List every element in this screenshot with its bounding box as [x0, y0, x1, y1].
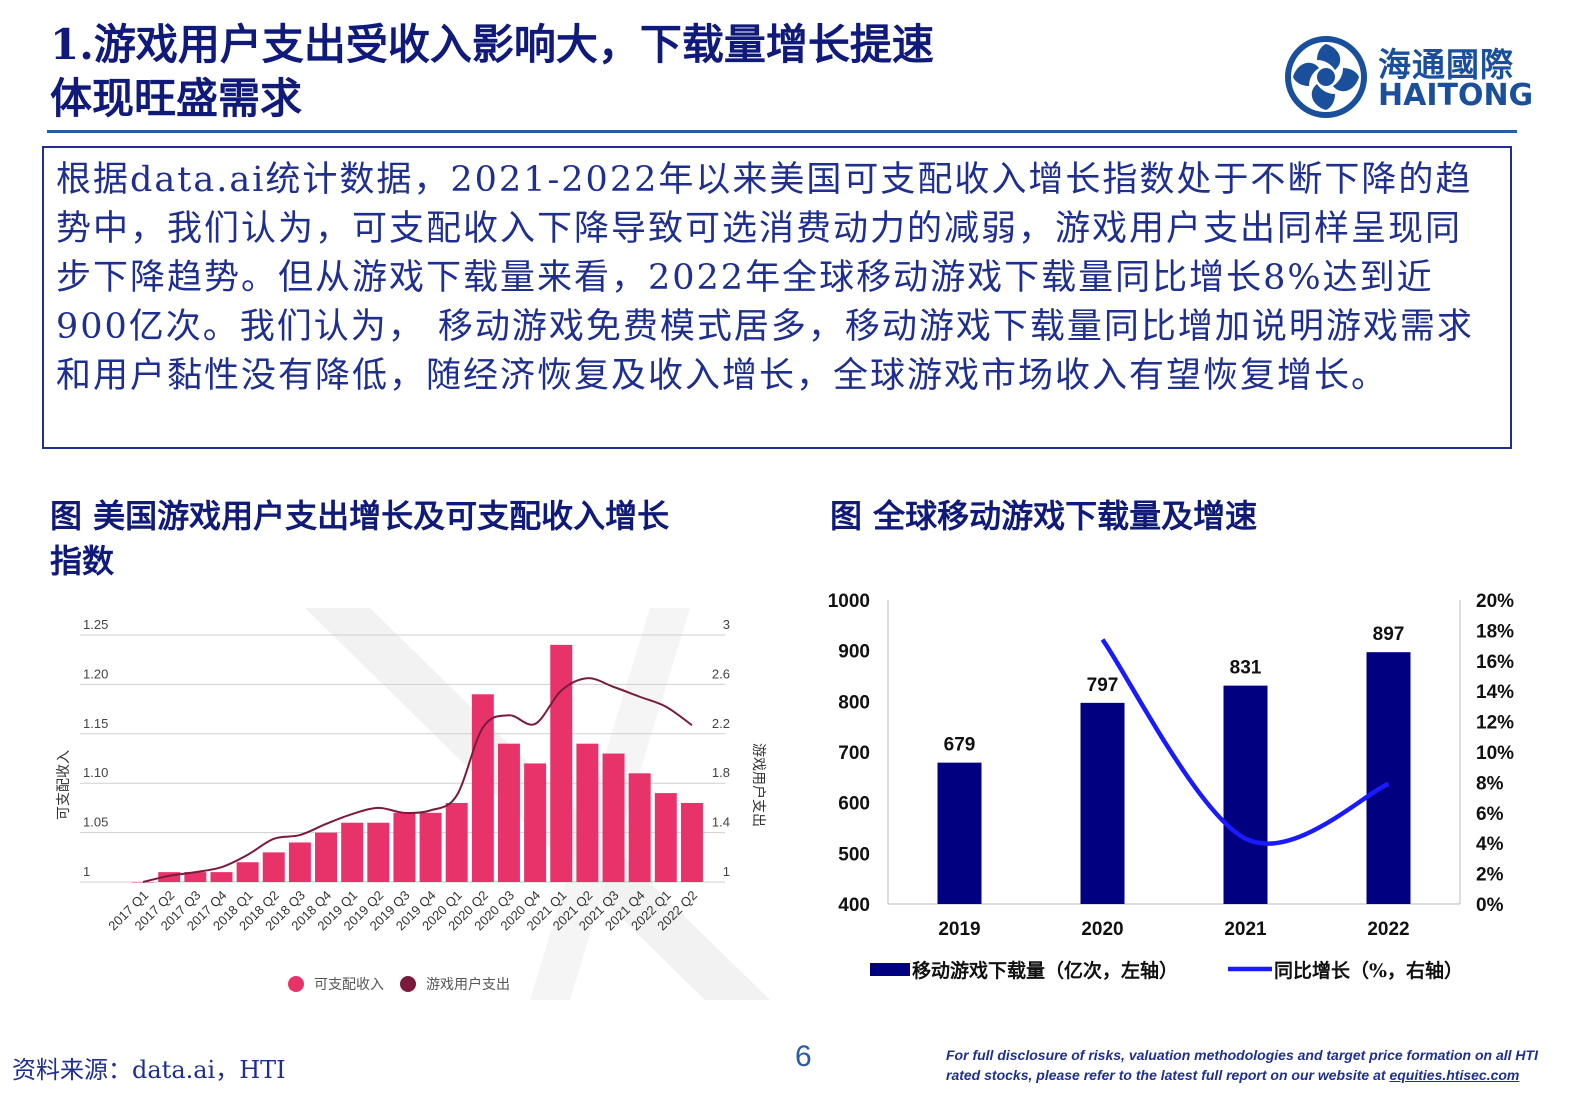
right-chart-caption: 图 全球移动游戏下载量及增速 [830, 497, 1258, 535]
right-chart-plot: 400 500 600 700 800 900 1000 0% 2% 4% 6% 8% 10% 12% 14… [828, 591, 1514, 982]
bar-disposable-income [550, 644, 573, 882]
legend-label-yoy-growth: 同比增长（%，右轴） [1274, 959, 1463, 982]
line-game-spending [142, 677, 693, 883]
y-left-tick-label: 700 [838, 743, 870, 764]
line-yoy-growth [1100, 638, 1390, 846]
y-right-tick-label: 1 [723, 864, 730, 879]
disclaimer: For full disclosure of risks, valuation … [946, 1045, 1576, 1085]
y-right-tick-label: 2% [1476, 865, 1504, 886]
bar-downloads [937, 762, 982, 904]
bar-downloads [1080, 702, 1125, 904]
y-right-tick-label: 0% [1476, 895, 1504, 916]
bar-disposable-income [654, 793, 677, 882]
left-chart-caption: 图 美国游戏用户支出增长及可支配收入增长 指数 [50, 494, 669, 584]
bar-data-label: 679 [944, 735, 976, 756]
page-title: 1.游戏用户支出受收入影响大，下载量增长提速 体现旺盛需求 [50, 18, 1230, 126]
bar-disposable-income [262, 852, 285, 882]
bar-disposable-income [210, 872, 233, 882]
bar-disposable-income [628, 773, 651, 882]
bar-disposable-income [680, 802, 703, 882]
page-number: 6 [795, 1040, 812, 1073]
y-right-tick-label: 16% [1476, 652, 1514, 673]
left-chart-caption-line1: 图 美国游戏用户支出增长及可支配收入增长 [50, 497, 670, 535]
y-left-tick-label: 1.15 [83, 716, 108, 731]
haitong-emblem-icon [1285, 36, 1367, 118]
y-left-tick-label: 600 [838, 794, 870, 815]
bar-disposable-income [393, 812, 416, 882]
y-right-tick-label: 4% [1476, 834, 1504, 855]
legend-label-disposable-income: 可支配收入 [314, 977, 384, 993]
y-right-tick-label: 14% [1476, 682, 1514, 703]
legend-swatch-downloads [870, 963, 910, 976]
us-spending-income-svg: 1 1.05 1.10 1.15 1.20 1.25 1 1.4 1.8 2.2 2.6 3 可支配收入… [56, 608, 770, 1000]
bar-data-label: 797 [1087, 675, 1119, 696]
bar-disposable-income [576, 743, 599, 882]
y-right-axis-label: 游戏用户支出 [750, 743, 767, 827]
bar-disposable-income [367, 822, 390, 882]
x-tick-label: 2022 [1367, 919, 1409, 940]
bar-disposable-income [419, 812, 442, 882]
bar-disposable-income [602, 753, 625, 882]
disclaimer-text: For full disclosure of risks, valuation … [946, 1047, 1538, 1083]
mobile-game-downloads-chart: 400 500 600 700 800 900 1000 0% 2% 4% 6% 8% 10% 12% 14… [810, 580, 1550, 1000]
page-title-line1: 1.游戏用户支出受收入影响大，下载量增长提速 [50, 20, 934, 69]
logo-text-cn: 海通國際 [1378, 45, 1514, 84]
mobile-game-downloads-svg: 400 500 600 700 800 900 1000 0% 2% 4% 6% 8% 10% 12% 14… [828, 591, 1514, 982]
title-divider [47, 130, 1517, 133]
bar-disposable-income [158, 872, 181, 882]
source-note: 资料来源：data.ai，HTI [12, 1056, 286, 1084]
y-left-axis-label: 可支配收入 [56, 750, 72, 820]
bar-disposable-income [445, 802, 468, 882]
x-tick-label: 2021 [1224, 919, 1267, 940]
y-right-tick-label: 3 [723, 617, 730, 632]
bar-disposable-income [471, 694, 494, 882]
bar-downloads [1366, 652, 1411, 904]
y-right-tick-label: 1.4 [712, 815, 730, 830]
legend-swatch-disposable-income [288, 976, 304, 992]
y-right-tick-label: 2.2 [712, 716, 730, 731]
website-link[interactable]: equities.htisec.com [1389, 1067, 1520, 1083]
y-right-tick-label: 8% [1476, 773, 1504, 794]
y-right-tick-label: 2.6 [712, 666, 730, 681]
bar-data-label: 831 [1230, 658, 1262, 679]
bar-disposable-income [184, 872, 207, 882]
legend-swatch-game-spending [400, 976, 416, 992]
y-left-tick-label: 400 [838, 895, 870, 916]
y-right-tick-label: 6% [1476, 804, 1504, 825]
y-left-tick-label: 1.10 [83, 765, 108, 780]
summary-box: 根据data.ai统计数据，2021-2022年以来美国可支配收入增长指数处于不… [42, 146, 1512, 449]
legend-label-game-spending: 游戏用户支出 [426, 976, 510, 993]
y-right-tick-label: 18% [1476, 621, 1514, 642]
y-left-tick-label: 1.25 [83, 617, 108, 632]
y-left-tick-label: 900 [838, 642, 870, 663]
summary-text: 根据data.ai统计数据，2021-2022年以来美国可支配收入增长指数处于不… [56, 160, 1474, 396]
bar-data-label: 897 [1373, 624, 1405, 645]
bar-disposable-income [288, 842, 311, 882]
us-spending-income-chart: 1 1.05 1.10 1.15 1.20 1.25 1 1.4 1.8 2.2 2.6 3 可支配收入… [50, 600, 810, 1020]
x-tick-label: 2020 [1081, 919, 1123, 940]
haitong-logo: 海通國際 HAITONG [1285, 36, 1533, 118]
bar-disposable-income [315, 832, 337, 882]
legend-label-downloads: 移动游戏下载量（亿次，左轴） [912, 959, 1178, 982]
y-right-tick-label: 1.8 [712, 765, 730, 780]
bar-downloads [1223, 685, 1268, 904]
logo-text-en: HAITONG [1378, 78, 1534, 113]
bar-disposable-income [498, 743, 520, 882]
y-left-tick-label: 800 [838, 692, 870, 713]
x-tick-label: 2019 [938, 919, 980, 940]
y-right-tick-label: 10% [1476, 743, 1514, 764]
bar-disposable-income [236, 862, 259, 882]
y-left-tick-label: 1000 [828, 591, 870, 612]
page-title-line2: 体现旺盛需求 [50, 74, 303, 123]
left-chart-caption-line2: 指数 [50, 542, 115, 580]
y-right-tick-label: 20% [1476, 591, 1514, 612]
bar-disposable-income [524, 763, 547, 882]
bar-disposable-income [341, 822, 364, 882]
y-right-tick-label: 12% [1476, 713, 1514, 734]
y-left-tick-label: 500 [838, 844, 870, 865]
bar-disposable-income [132, 882, 155, 883]
y-left-tick-label: 1.05 [83, 815, 108, 830]
y-left-tick-label: 1 [83, 864, 90, 879]
y-left-tick-label: 1.20 [83, 666, 108, 681]
